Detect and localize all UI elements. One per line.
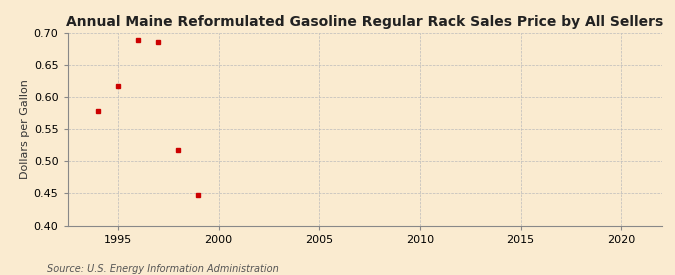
Y-axis label: Dollars per Gallon: Dollars per Gallon [20, 79, 30, 179]
Title: Annual Maine Reformulated Gasoline Regular Rack Sales Price by All Sellers: Annual Maine Reformulated Gasoline Regul… [66, 15, 663, 29]
Text: Source: U.S. Energy Information Administration: Source: U.S. Energy Information Administ… [47, 264, 279, 274]
